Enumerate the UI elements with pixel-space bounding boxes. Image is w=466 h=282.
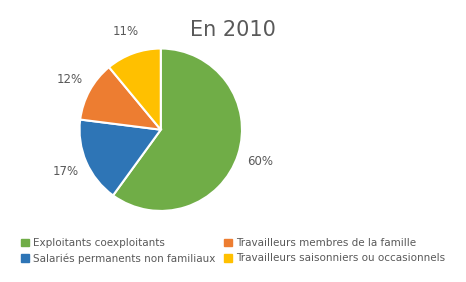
Wedge shape <box>80 120 161 195</box>
Wedge shape <box>113 49 242 211</box>
Text: En 2010: En 2010 <box>190 20 276 40</box>
Text: 11%: 11% <box>112 25 138 38</box>
Text: 12%: 12% <box>56 73 83 86</box>
Text: 60%: 60% <box>247 155 273 168</box>
Legend: Exploitants coexploitants, Salariés permanents non familiaux, Travailleurs membr: Exploitants coexploitants, Salariés perm… <box>21 238 445 264</box>
Wedge shape <box>109 49 161 130</box>
Text: 17%: 17% <box>52 164 78 177</box>
Wedge shape <box>80 67 161 130</box>
